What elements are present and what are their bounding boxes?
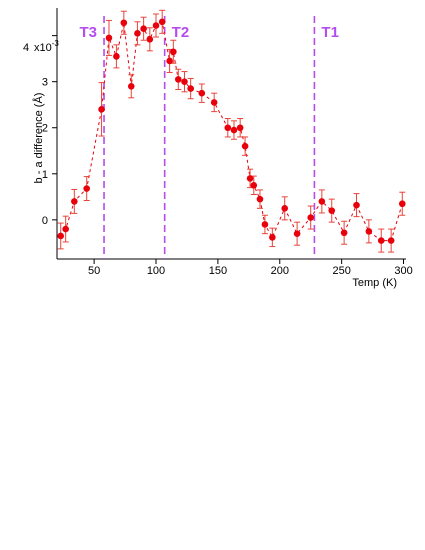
- transition-label-t1: T1: [321, 24, 339, 41]
- x-tick-label: 150: [209, 265, 227, 277]
- data-point: [71, 198, 78, 205]
- data-point: [198, 89, 206, 97]
- transition-label-t3: T3: [80, 24, 98, 41]
- data-point: [83, 185, 91, 192]
- transition-lines: T3 T2 T1: [80, 16, 339, 259]
- data-point: [328, 207, 336, 214]
- x-tick-label: 250: [332, 265, 350, 277]
- series-line: [60, 21, 403, 242]
- y-tick-label: 3: [42, 77, 48, 89]
- data-point: [318, 198, 326, 205]
- data-point: [120, 19, 128, 27]
- data-point: [377, 237, 385, 244]
- y-tick-label: 4: [23, 42, 29, 54]
- y-tick-label: 1: [42, 169, 48, 181]
- data-point: [181, 78, 188, 85]
- data-point: [113, 53, 120, 60]
- x-tick-label: 100: [147, 265, 165, 277]
- data-point: [140, 25, 147, 33]
- data-point: [174, 76, 182, 83]
- y-tick-label: 0: [42, 215, 48, 227]
- y-scale-label: x10-3: [34, 39, 59, 54]
- data-point: [170, 48, 177, 56]
- data-points: [57, 18, 406, 244]
- error-bars: [57, 9, 406, 253]
- x-ticks: 50 100 150 200 250 300: [88, 259, 413, 277]
- y-scale-exponent: -3: [52, 39, 60, 48]
- data-point: [340, 229, 348, 237]
- y-ticks: 0 1 2 3 4: [23, 35, 57, 227]
- data-point: [293, 230, 301, 237]
- data-point: [62, 225, 69, 233]
- data-point: [105, 34, 113, 42]
- plot-frame: [56, 8, 406, 260]
- y-axis-label: b - a difference (Å): [32, 93, 45, 184]
- data-point: [158, 18, 166, 26]
- data-point: [365, 228, 373, 235]
- data-point: [224, 124, 232, 132]
- data-point: [146, 36, 154, 43]
- data-point: [246, 175, 254, 182]
- data-point: [241, 142, 249, 150]
- data-point: [98, 106, 105, 113]
- data-point: [353, 201, 360, 209]
- data-point: [210, 99, 218, 106]
- data-point: [127, 82, 135, 90]
- series-dashed-line: [60, 21, 403, 242]
- data-point: [57, 232, 65, 240]
- data-point: [134, 30, 141, 37]
- data-point: [307, 214, 315, 221]
- data-point: [152, 22, 160, 29]
- transition-label-t2: T2: [172, 24, 190, 41]
- x-tick-label: 200: [271, 265, 289, 277]
- data-point: [236, 124, 244, 132]
- data-point: [387, 237, 395, 244]
- data-point: [250, 182, 258, 189]
- data-point: [398, 200, 406, 208]
- data-point: [261, 221, 269, 228]
- y-scale-label-text: x10: [34, 42, 52, 54]
- data-point: [187, 85, 194, 92]
- y-tick-label: 2: [42, 123, 48, 135]
- x-axis-label: Temp (K): [352, 277, 397, 289]
- data-point: [269, 234, 276, 241]
- x-tick-label: 300: [394, 265, 412, 277]
- data-point: [230, 126, 238, 134]
- data-point: [166, 57, 173, 65]
- x-tick-label: 50: [88, 265, 100, 277]
- data-point: [281, 205, 289, 212]
- data-point: [256, 195, 264, 203]
